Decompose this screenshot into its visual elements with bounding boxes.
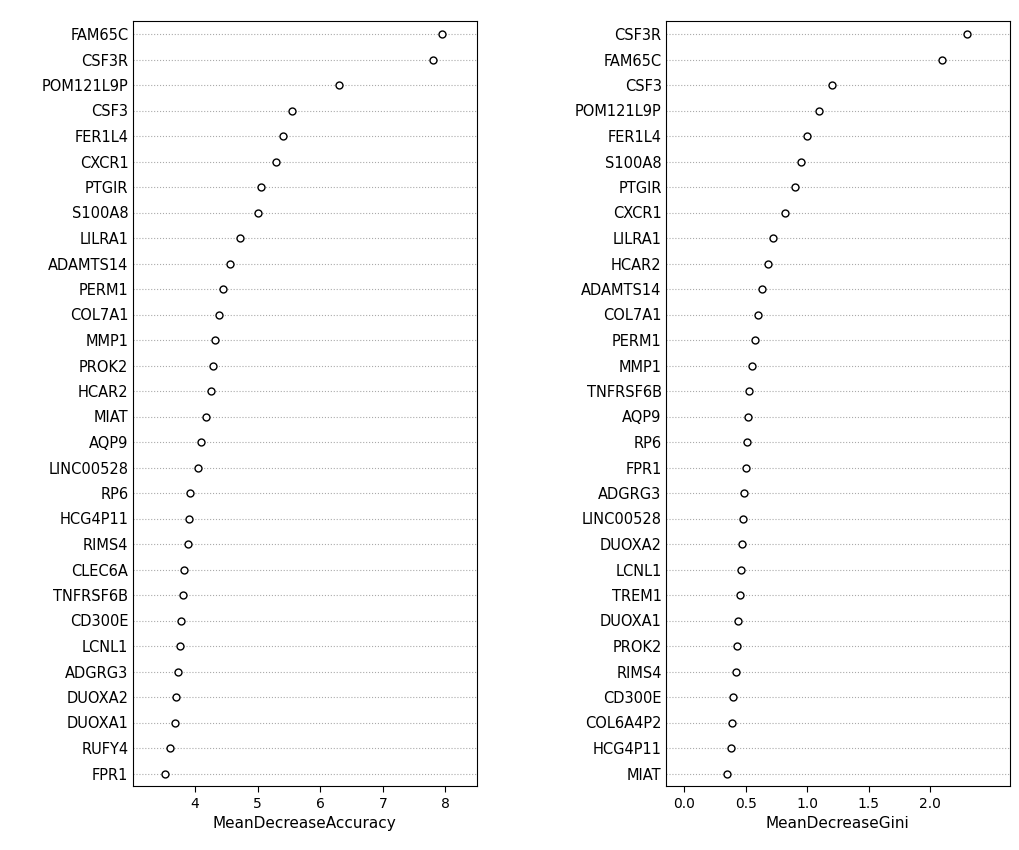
X-axis label: MeanDecreaseGini: MeanDecreaseGini [765,816,909,831]
X-axis label: MeanDecreaseAccuracy: MeanDecreaseAccuracy [213,816,396,831]
